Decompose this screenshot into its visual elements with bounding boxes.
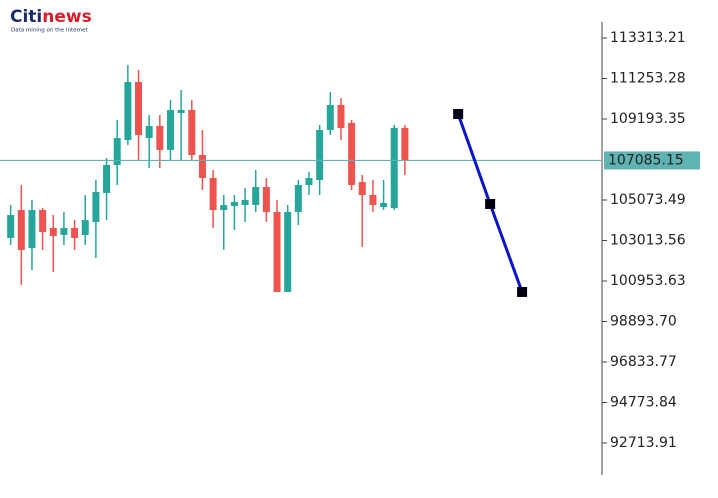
candle-body xyxy=(316,129,324,180)
candle-body xyxy=(188,110,196,155)
candle-body xyxy=(198,154,206,178)
candle-body xyxy=(273,211,281,292)
y-tick-label: 113313.21 xyxy=(610,30,686,46)
candle-body xyxy=(177,110,185,113)
candle-body xyxy=(241,199,249,205)
candle-body xyxy=(252,186,260,205)
candle-body xyxy=(262,186,270,212)
candle-body xyxy=(156,126,164,150)
y-tick-label: 103013.56 xyxy=(610,232,686,248)
candle-body xyxy=(17,209,25,250)
candle-body xyxy=(135,82,143,135)
candle-body xyxy=(220,204,228,210)
candle-body xyxy=(60,227,68,235)
candle-body xyxy=(124,82,132,140)
candle-body xyxy=(390,127,398,208)
candle-body xyxy=(103,164,111,193)
price-label: 107085.15 xyxy=(608,152,684,168)
y-tick-label: 111253.28 xyxy=(610,70,686,86)
candle-body xyxy=(337,104,345,128)
candle-body xyxy=(380,202,388,207)
candle-body xyxy=(209,177,217,210)
candle-body xyxy=(145,126,153,138)
candle-body xyxy=(166,110,174,150)
logo: Citinews Data mining on the Internet xyxy=(10,7,92,34)
y-tick-label: 109193.35 xyxy=(610,111,686,127)
logo-brand-news: news xyxy=(42,7,91,27)
candle-body xyxy=(348,122,356,185)
candle-body xyxy=(81,219,89,235)
y-tick-label: 94773.84 xyxy=(610,394,677,410)
candle-body xyxy=(284,211,292,292)
candle-body xyxy=(230,201,238,206)
forecast-marker xyxy=(517,286,528,297)
logo-text: Citinews xyxy=(10,7,92,27)
logo-brand: Citi xyxy=(10,7,42,27)
y-tick-label: 98893.70 xyxy=(610,313,677,329)
candle-body xyxy=(92,191,100,222)
y-tick-label: 96833.77 xyxy=(610,354,677,370)
candle-body xyxy=(326,104,334,130)
logo-tagline: Data mining on the Internet xyxy=(11,28,89,34)
candle-body xyxy=(39,209,47,232)
candle-body xyxy=(305,177,313,185)
y-tick-label: 92713.91 xyxy=(610,435,677,451)
candle-body xyxy=(358,181,366,195)
y-tick-label: 100953.63 xyxy=(610,273,686,289)
candle-body xyxy=(401,127,409,160)
candle-body xyxy=(7,214,15,238)
candle-body xyxy=(369,194,377,205)
price-label-bg xyxy=(604,151,700,170)
candle-body xyxy=(71,227,79,238)
y-tick-label: 105073.49 xyxy=(610,192,686,208)
candle-body xyxy=(28,209,36,248)
candle-body xyxy=(294,184,302,212)
candle-body xyxy=(49,227,57,236)
forecast-marker xyxy=(485,198,496,209)
forecast-marker xyxy=(453,108,464,119)
candle-body xyxy=(113,137,121,165)
